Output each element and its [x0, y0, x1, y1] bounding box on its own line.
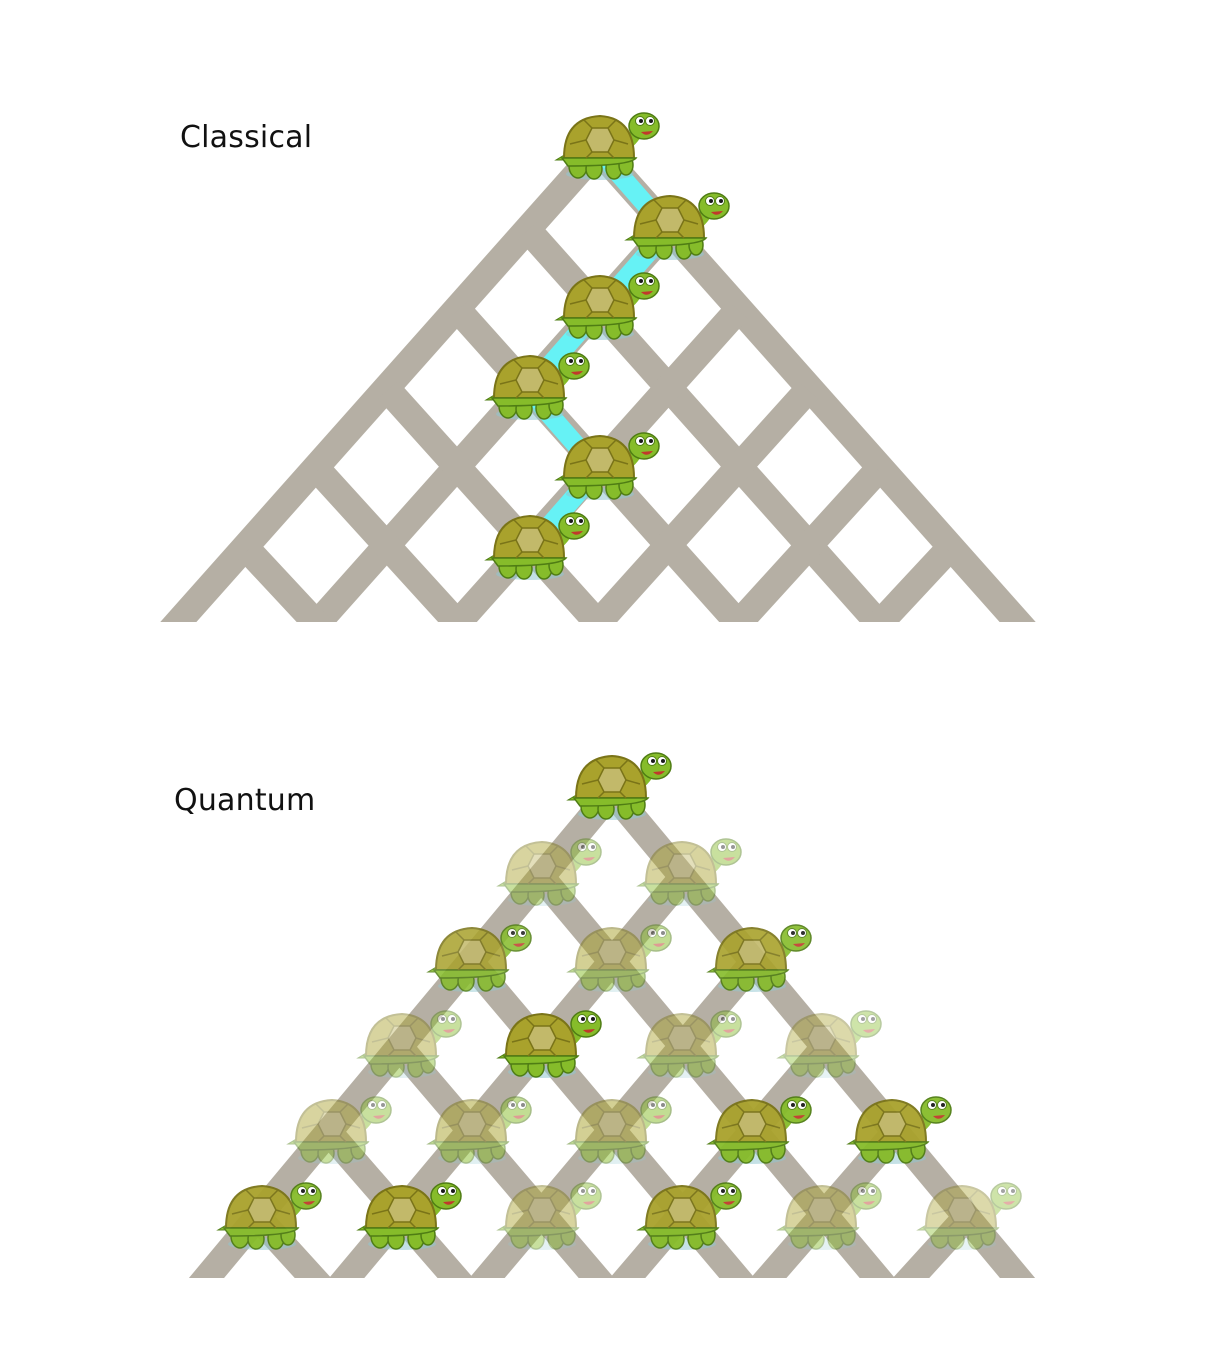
turtle-icon	[496, 838, 602, 906]
turtle-icon	[426, 1096, 532, 1164]
lattice-bar	[955, 620, 1028, 622]
lattice-bar	[192, 1308, 228, 1338]
turtle-icon	[426, 924, 532, 992]
turtle-icon	[636, 1010, 742, 1078]
lattice-bar	[308, 460, 521, 622]
lattice-bar	[815, 540, 958, 622]
turtle-icon	[624, 192, 730, 260]
lattice-bar	[675, 460, 888, 622]
turtle-icon	[846, 1096, 952, 1164]
lattice-bar	[88, 1338, 122, 1360]
turtle-icon	[636, 1182, 742, 1250]
turtle-icon	[706, 924, 812, 992]
lattice	[145, 141, 1051, 622]
quantum-lattice-diagram	[88, 752, 1136, 1360]
classical-lattice-diagram	[145, 112, 1051, 622]
lattice-bar	[1102, 1338, 1136, 1360]
turtle-icon	[554, 432, 660, 500]
lattice-bar	[846, 1212, 972, 1278]
quantum-title: Quantum	[174, 783, 316, 818]
turtle-icon	[566, 752, 672, 820]
turtle-icon	[356, 1010, 462, 1078]
turtle-icon	[356, 1182, 462, 1250]
turtle-icon	[286, 1096, 392, 1164]
turtle-icon	[554, 272, 660, 340]
turtle-icon	[484, 352, 590, 420]
turtle-icon	[216, 1182, 322, 1250]
turtle-icon	[706, 1096, 812, 1164]
turtle-icon	[776, 1010, 882, 1078]
turtle-icon	[566, 1096, 672, 1164]
classical-title: Classical	[180, 120, 313, 155]
lattice-bar	[391, 1041, 658, 1278]
lattice	[88, 783, 1136, 1360]
turtle-icon	[916, 1182, 1022, 1250]
turtle-icon	[636, 838, 742, 906]
lattice-bar	[996, 1308, 1032, 1338]
turtle-icon	[776, 1182, 882, 1250]
turtle-icon	[566, 924, 672, 992]
turtle-icon	[484, 512, 590, 580]
lattice-bar	[238, 540, 381, 622]
turtle-icon	[496, 1010, 602, 1078]
turtle-icon	[554, 112, 660, 180]
lattice-bar	[534, 380, 819, 622]
quantum-panel: Quantum	[0, 680, 1232, 1360]
turtle-icon	[496, 1182, 602, 1250]
lattice-bar	[706, 1127, 903, 1278]
lattice-bar	[168, 620, 241, 622]
classical-panel: Classical	[145, 112, 1051, 622]
